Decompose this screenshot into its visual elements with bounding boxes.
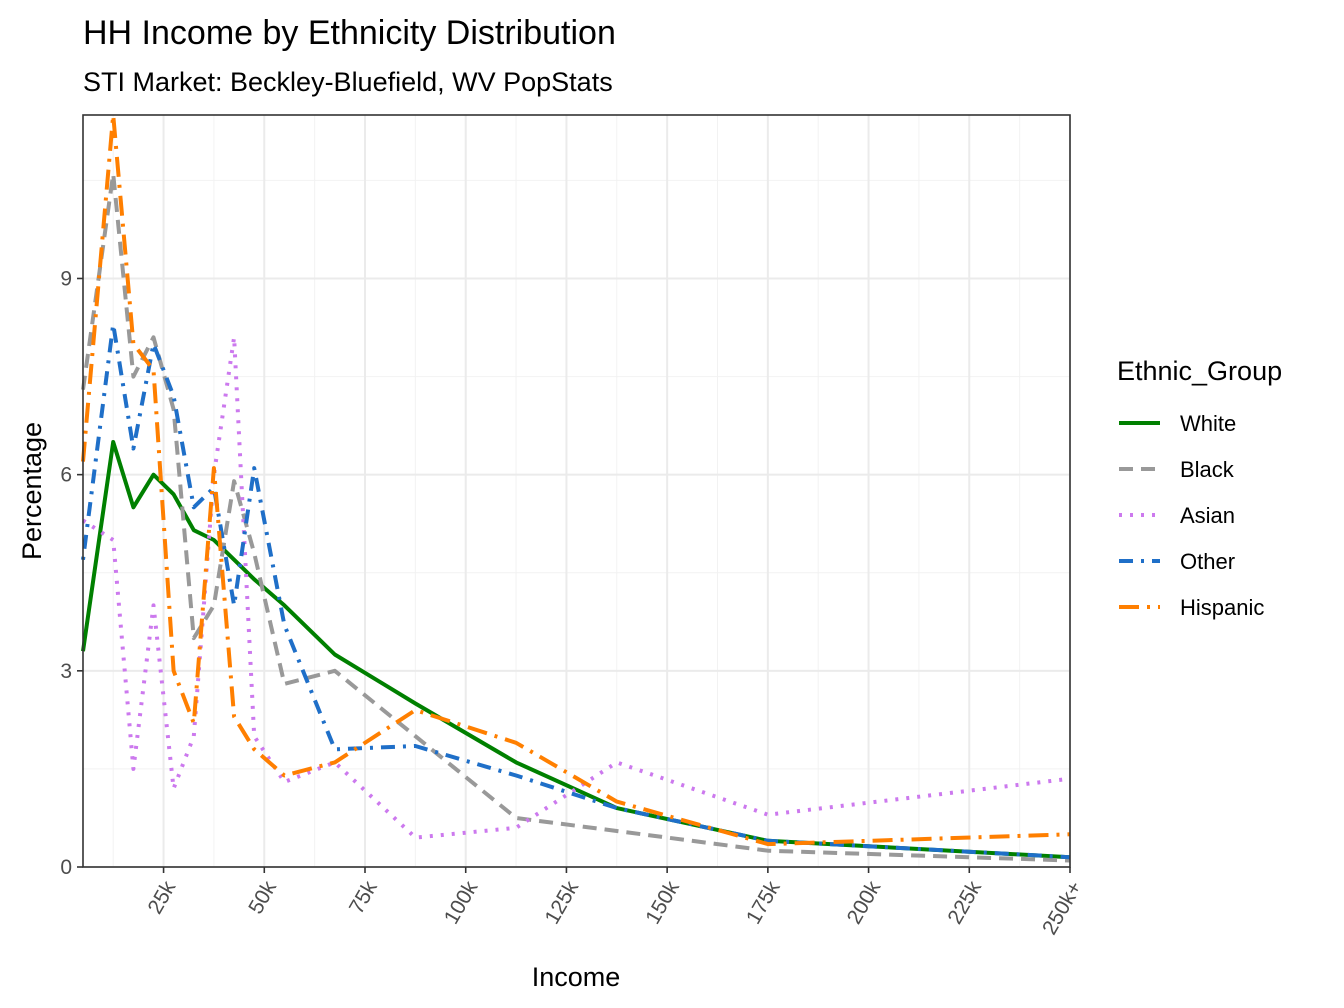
grid-minor [83,115,1070,867]
chart-subtitle: STI Market: Beckley-Bluefield, WV PopSta… [83,67,613,97]
legend-label-hispanic: Hispanic [1180,595,1264,620]
legend-label-white: White [1180,411,1236,436]
x-tick-label: 250k+ [1038,877,1087,939]
x-tick-label: 125k [541,877,584,928]
plot-border [82,114,1071,868]
x-tick-label: 25k [144,877,181,918]
x-tick-label: 175k [742,877,785,928]
series-line-hispanic [81,113,1071,847]
y-axis-title: Percentage [17,422,47,560]
legend-label-black: Black [1180,457,1235,482]
y-axis: 0 3 6 9 [60,267,83,879]
series-line-white [81,440,1071,860]
x-axis-title: Income [532,962,621,992]
legend-title: Ethnic_Group [1117,356,1282,386]
y-tick-label: 6 [60,464,72,487]
x-tick-label: 200k [843,877,886,928]
legend: Ethnic_Group White Black Asian Other Hispani… [1117,356,1282,620]
legend-label-other: Other [1180,549,1235,574]
x-axis: 25k 50k 75k 100k 125k 150k 175k 200k 225k 250k+ [144,867,1087,939]
legend-label-asian: Asian [1180,503,1235,528]
x-tick-label: 100k [440,877,483,928]
y-tick-label: 3 [60,660,72,683]
x-tick-label: 225k [943,877,986,928]
y-tick-label: 9 [60,267,72,290]
series-line-other [81,322,1071,860]
series-layer [81,113,1071,863]
x-tick-label: 50k [244,877,281,918]
x-tick-label: 75k [345,877,382,918]
chart-title: HH Income by Ethnicity Distribution [83,14,616,52]
x-tick-label: 150k [641,877,684,928]
y-tick-label: 0 [60,856,72,879]
